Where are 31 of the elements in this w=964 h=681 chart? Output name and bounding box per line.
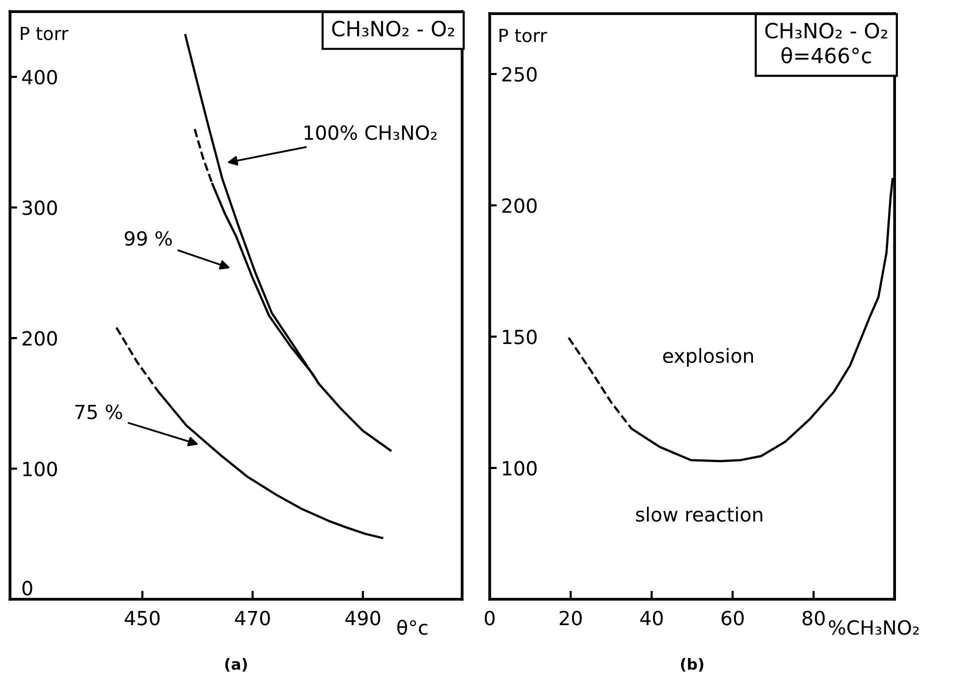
y-tick-label: 0 [22, 580, 32, 596]
y-tick-label: 100 [23, 462, 57, 476]
x-tick-label: 60 [722, 610, 744, 626]
x-tick-label: 40 [640, 610, 663, 626]
y-tick-label: 100 [502, 460, 537, 476]
annotation: explosion [663, 348, 753, 367]
annotation: 100% CH₃NO₂ [304, 125, 437, 140]
x-tick-label: 80 [802, 610, 825, 626]
x-tick-label: 470 [235, 610, 270, 626]
chart-title: CH₃NO₂ - O₂ [332, 20, 454, 37]
annotation: 75 % [75, 404, 122, 420]
annotation: 99 % [124, 231, 172, 246]
y-tick-label: 300 [22, 200, 57, 216]
y-axis-title: P torr [500, 28, 548, 42]
y-tick-label: 400 [22, 70, 57, 85]
y-tick-label: 200 [502, 198, 537, 213]
x-tick-label: 0 [484, 610, 495, 626]
chart-title: CH₃NO₂ - O₂ [765, 22, 888, 39]
text: (a) [225, 658, 247, 672]
x-tick-label: 490 [345, 610, 380, 626]
x-axis-title: %CH₃NO₂ [828, 620, 919, 635]
y-tick-label: 150 [502, 330, 537, 344]
y-tick-label: 200 [22, 331, 57, 346]
annotation: slow reaction [636, 506, 762, 522]
x-axis-title: θ°c [397, 620, 428, 635]
text: (b) [681, 658, 704, 672]
x-tick-label: 450 [124, 610, 160, 626]
x-tick-label: 20 [560, 610, 582, 626]
text: θ=466°c [782, 47, 871, 64]
y-tick-label: 250 [502, 66, 537, 82]
y-axis-title: P torr [20, 26, 68, 40]
